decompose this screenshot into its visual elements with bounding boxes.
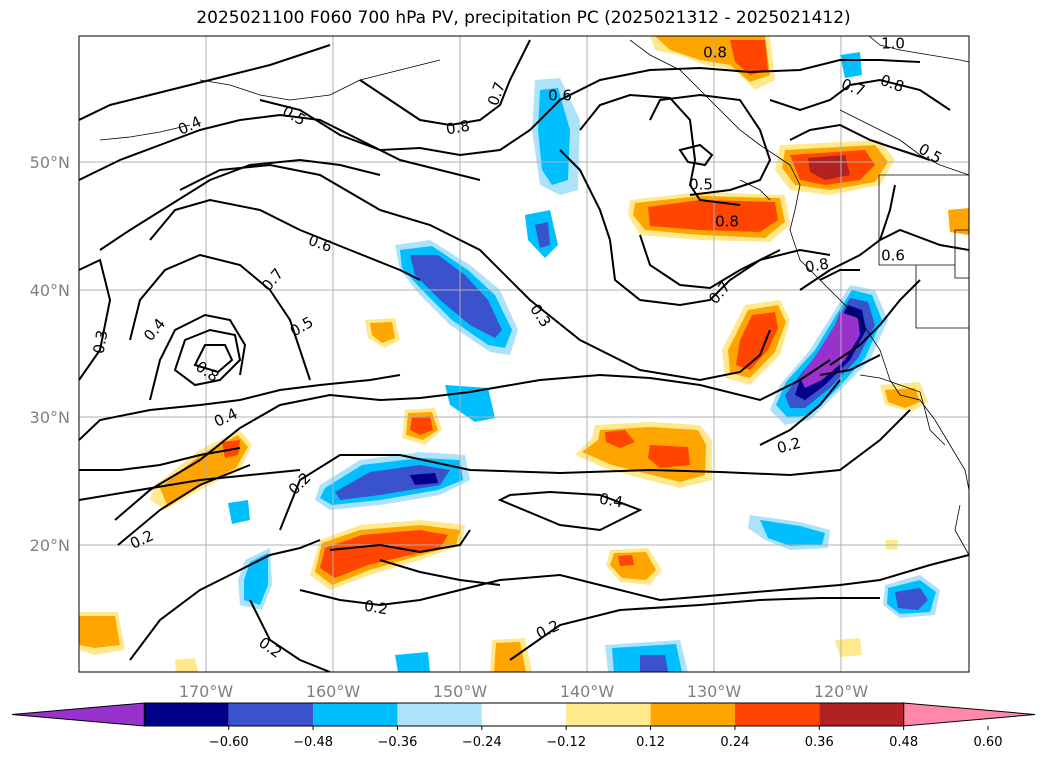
colorbar-segment: [313, 703, 398, 726]
latitude-tick-label: 40°N: [30, 281, 70, 300]
precip-positive-area: [320, 530, 448, 578]
precip-shading: [79, 36, 969, 672]
contour-label: 0.5: [689, 176, 713, 194]
longitude-tick-label: 140°W: [560, 682, 615, 701]
precip-negative-area: [395, 652, 430, 672]
precip-positive-area: [885, 388, 920, 408]
colorbar-extend-low: [11, 702, 145, 727]
contour-label: 0.8: [703, 44, 727, 62]
precip-positive-area: [605, 430, 635, 448]
latitude-tick-label: 20°N: [30, 536, 70, 555]
precip-positive-area: [494, 642, 526, 672]
longitude-tick-label: 170°W: [179, 682, 234, 701]
contour-label: 0.3: [90, 329, 112, 356]
latitude-tick-labels: 50°N 40°N 30°N 20°N: [30, 153, 70, 555]
precip-negative-area: [410, 255, 502, 338]
precip-positive-area: [736, 312, 778, 370]
contour-label: 0.8: [715, 213, 739, 231]
longitude-tick-label: 150°W: [433, 682, 488, 701]
coastlines: [99, 36, 969, 556]
colorbar-tick-label: −0.48: [293, 735, 333, 750]
contour-label: 0.6: [548, 87, 572, 105]
contour-label: 1.0: [881, 35, 905, 53]
colorbar-segment: [481, 703, 567, 726]
precip-negative-area: [760, 520, 825, 546]
contour-label: 0.2: [363, 597, 390, 619]
longitude-tick-label: 120°W: [814, 682, 869, 701]
precip-negative-area: [228, 500, 250, 524]
colorbar-tick-label: 0.60: [974, 735, 1003, 750]
precip-negative-area: [640, 655, 668, 672]
precip-positive-area: [648, 445, 690, 468]
colorbar-segment: [566, 703, 651, 726]
longitude-tick-labels: 170°W 160°W 150°W 140°W 130°W 120°W: [179, 682, 869, 701]
precip-positive-area: [175, 658, 198, 672]
contour-label: 0.4: [598, 490, 625, 512]
colorbar-tick-label: 0.36: [805, 735, 834, 750]
precip-negative-area: [840, 52, 862, 78]
map-border: [78, 35, 970, 673]
colorbar-tick-label: −0.36: [378, 735, 418, 750]
precip-positive-area: [410, 416, 433, 435]
colorbar-segment: [144, 703, 229, 726]
latitude-tick-label: 50°N: [30, 153, 70, 172]
gridlines: [79, 36, 969, 672]
precip-positive-area: [648, 200, 778, 232]
colorbar: −0.60 −0.48 −0.36 −0.24 −0.12 0.12 0.24 0.36 0.4…: [11, 702, 1036, 750]
map-title: 2025021100 F060 700 hPa PV, precipitatio…: [196, 8, 851, 28]
precip-negative-area: [535, 222, 550, 248]
colorbar-tick-label: 0.24: [720, 735, 749, 750]
colorbar-segment: [819, 703, 904, 726]
precip-negative-area: [538, 88, 570, 185]
colorbar-segment: [228, 703, 314, 726]
precip-positive-area: [808, 155, 850, 180]
colorbar-tick-label: −0.24: [462, 735, 502, 750]
longitude-tick-label: 130°W: [687, 682, 742, 701]
precip-positive-area: [835, 638, 862, 657]
precip-negative-area: [335, 465, 450, 500]
contour-label: 0.8: [445, 117, 472, 139]
precip-positive-area: [618, 555, 634, 566]
colorbar-segment: [397, 703, 482, 726]
precip-negative-area: [895, 588, 928, 610]
precip-positive-area: [370, 322, 395, 343]
precip-negative-area: [410, 473, 438, 485]
longitude-tick-label: 160°W: [306, 682, 361, 701]
colorbar-tick-label: 0.48: [889, 735, 918, 750]
precip-positive-area: [948, 208, 969, 235]
precip-positive-area: [730, 40, 768, 75]
precip-positive-area: [79, 616, 120, 648]
colorbar-extend-high: [903, 702, 1036, 727]
colorbar-segment: [734, 703, 820, 726]
pv-contours: [79, 39, 969, 672]
contour-label: 0.2: [775, 434, 803, 458]
colorbar-tick-label: −0.60: [209, 735, 249, 750]
latitude-tick-label: 30°N: [30, 408, 70, 427]
contour-label: 0.6: [881, 247, 905, 265]
colorbar-outline: [143, 702, 905, 727]
colorbar-tick-label: −0.12: [546, 735, 586, 750]
colorbar-segment: [650, 703, 735, 726]
colorbar-tick-label: 0.12: [636, 735, 665, 750]
contour-label: 0.8: [804, 255, 831, 277]
